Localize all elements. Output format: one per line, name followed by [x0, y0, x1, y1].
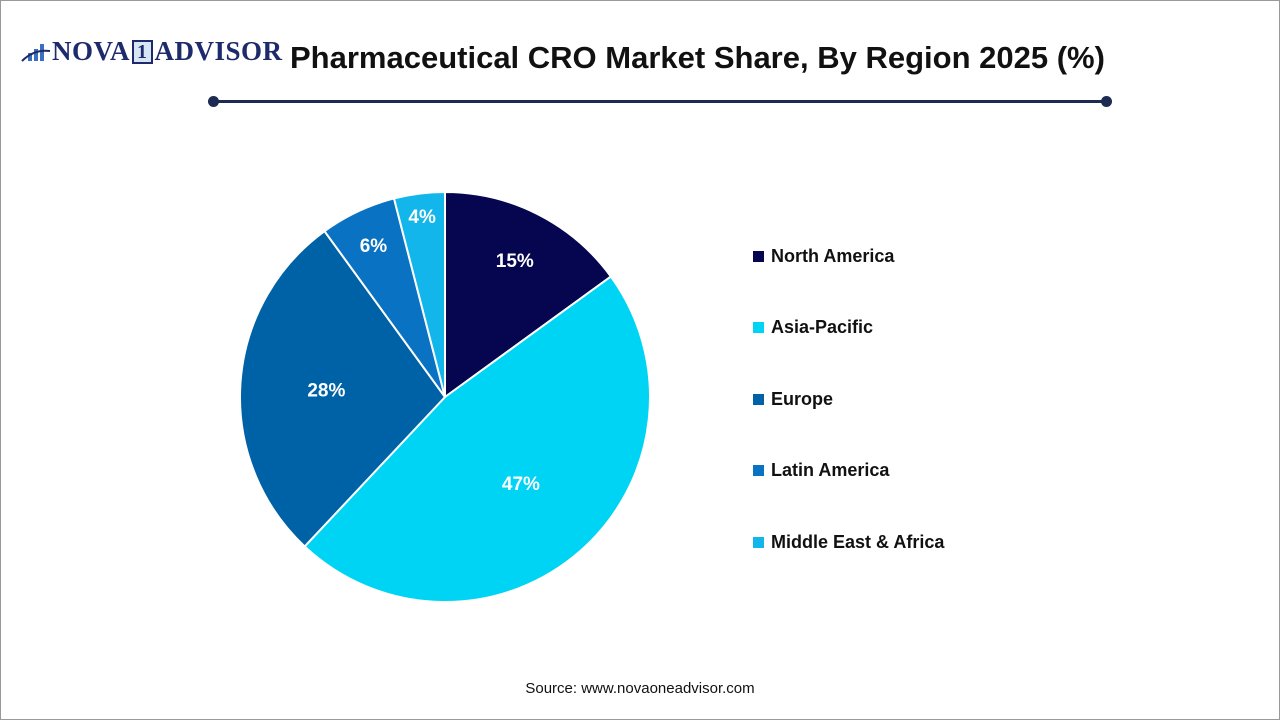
legend-swatch — [753, 393, 764, 405]
legend-label: Latin America — [771, 460, 890, 480]
data-label: 4% — [408, 207, 436, 228]
chart-title: Pharmaceutical CRO Market Share, By Regi… — [290, 40, 1105, 75]
source-note: Source: www.novaoneadvisor.com — [525, 680, 755, 697]
legend-label: Middle East & Africa — [771, 531, 945, 552]
data-label: 15% — [496, 251, 534, 272]
legend-swatch — [753, 250, 764, 262]
data-label: 28% — [307, 381, 345, 402]
legend: North America Asia-Pacific Europe Latin Ame… — [753, 244, 944, 602]
legend-label: Europe — [771, 388, 834, 409]
pie-slice-middle-east-africa — [392, 190, 446, 398]
legend-label: Asia-Pacific — [771, 317, 874, 337]
pie-slice-asia-pacific — [303, 275, 651, 604]
title-divider — [213, 100, 1106, 103]
legend-item: Europe — [753, 387, 944, 411]
logo-text-advisor: ADVISOR — [154, 36, 283, 66]
pie-slice-europe — [239, 229, 447, 548]
divider-dot-right — [1101, 96, 1112, 107]
bar-chart-logo-icon — [21, 43, 51, 62]
legend-swatch — [753, 465, 764, 476]
logo-text-nova: NOVA — [52, 36, 131, 66]
logo-text-one: 1 — [132, 39, 153, 64]
divider-dot-left — [208, 96, 219, 107]
legend-swatch — [753, 536, 764, 548]
legend-swatch — [753, 322, 764, 333]
logo: NOVA 1 ADVISOR — [20, 36, 283, 67]
legend-item: Latin America — [753, 459, 944, 483]
data-label: 6% — [360, 236, 388, 257]
legend-item: Asia-Pacific — [753, 316, 944, 340]
legend-item: North America — [753, 244, 944, 268]
pie-slice-north-america — [444, 190, 613, 399]
legend-label: North America — [771, 245, 895, 266]
data-label: 47% — [502, 474, 540, 495]
legend-item: Middle East & Africa — [753, 530, 944, 554]
